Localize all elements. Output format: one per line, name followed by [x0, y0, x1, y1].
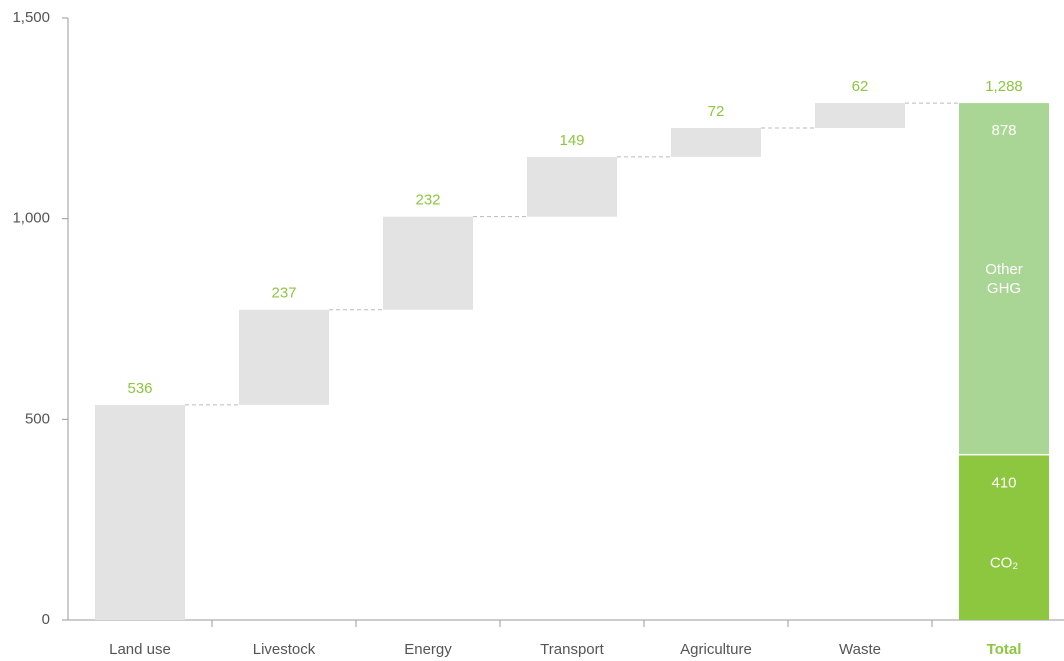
- bar: [671, 127, 761, 157]
- x-tick-label: Transport: [540, 641, 604, 658]
- bar: [239, 309, 329, 405]
- x-tick-label: Waste: [839, 641, 881, 658]
- x-tick-label: Land use: [109, 641, 171, 658]
- stack-segment: [959, 455, 1049, 620]
- bar: [383, 216, 473, 310]
- value-label: 237: [271, 285, 296, 302]
- value-label: 536: [127, 380, 152, 397]
- bar: [815, 103, 905, 128]
- bar: [527, 156, 617, 217]
- value-label: 1,288: [985, 78, 1023, 95]
- segment-value: 410: [991, 474, 1016, 491]
- x-tick-label: Energy: [404, 641, 452, 658]
- value-label: 72: [708, 103, 725, 120]
- y-tick-label: 500: [25, 410, 50, 427]
- bar: [95, 404, 185, 620]
- value-label: 62: [852, 78, 869, 95]
- segment-name: CO₂: [989, 554, 1019, 572]
- x-tick-label: Total: [987, 641, 1022, 658]
- y-tick-label: 0: [42, 611, 50, 628]
- value-label: 149: [559, 132, 584, 149]
- y-tick-label: 1,000: [12, 210, 50, 227]
- x-tick-label: Livestock: [253, 641, 316, 658]
- segment-value: 878: [991, 122, 1016, 139]
- x-tick-label: Agriculture: [680, 641, 752, 658]
- y-tick-label: 1,500: [12, 9, 50, 26]
- stack-segment: [959, 103, 1049, 454]
- segment-name: Other GHG: [985, 261, 1023, 298]
- value-label: 232: [415, 192, 440, 209]
